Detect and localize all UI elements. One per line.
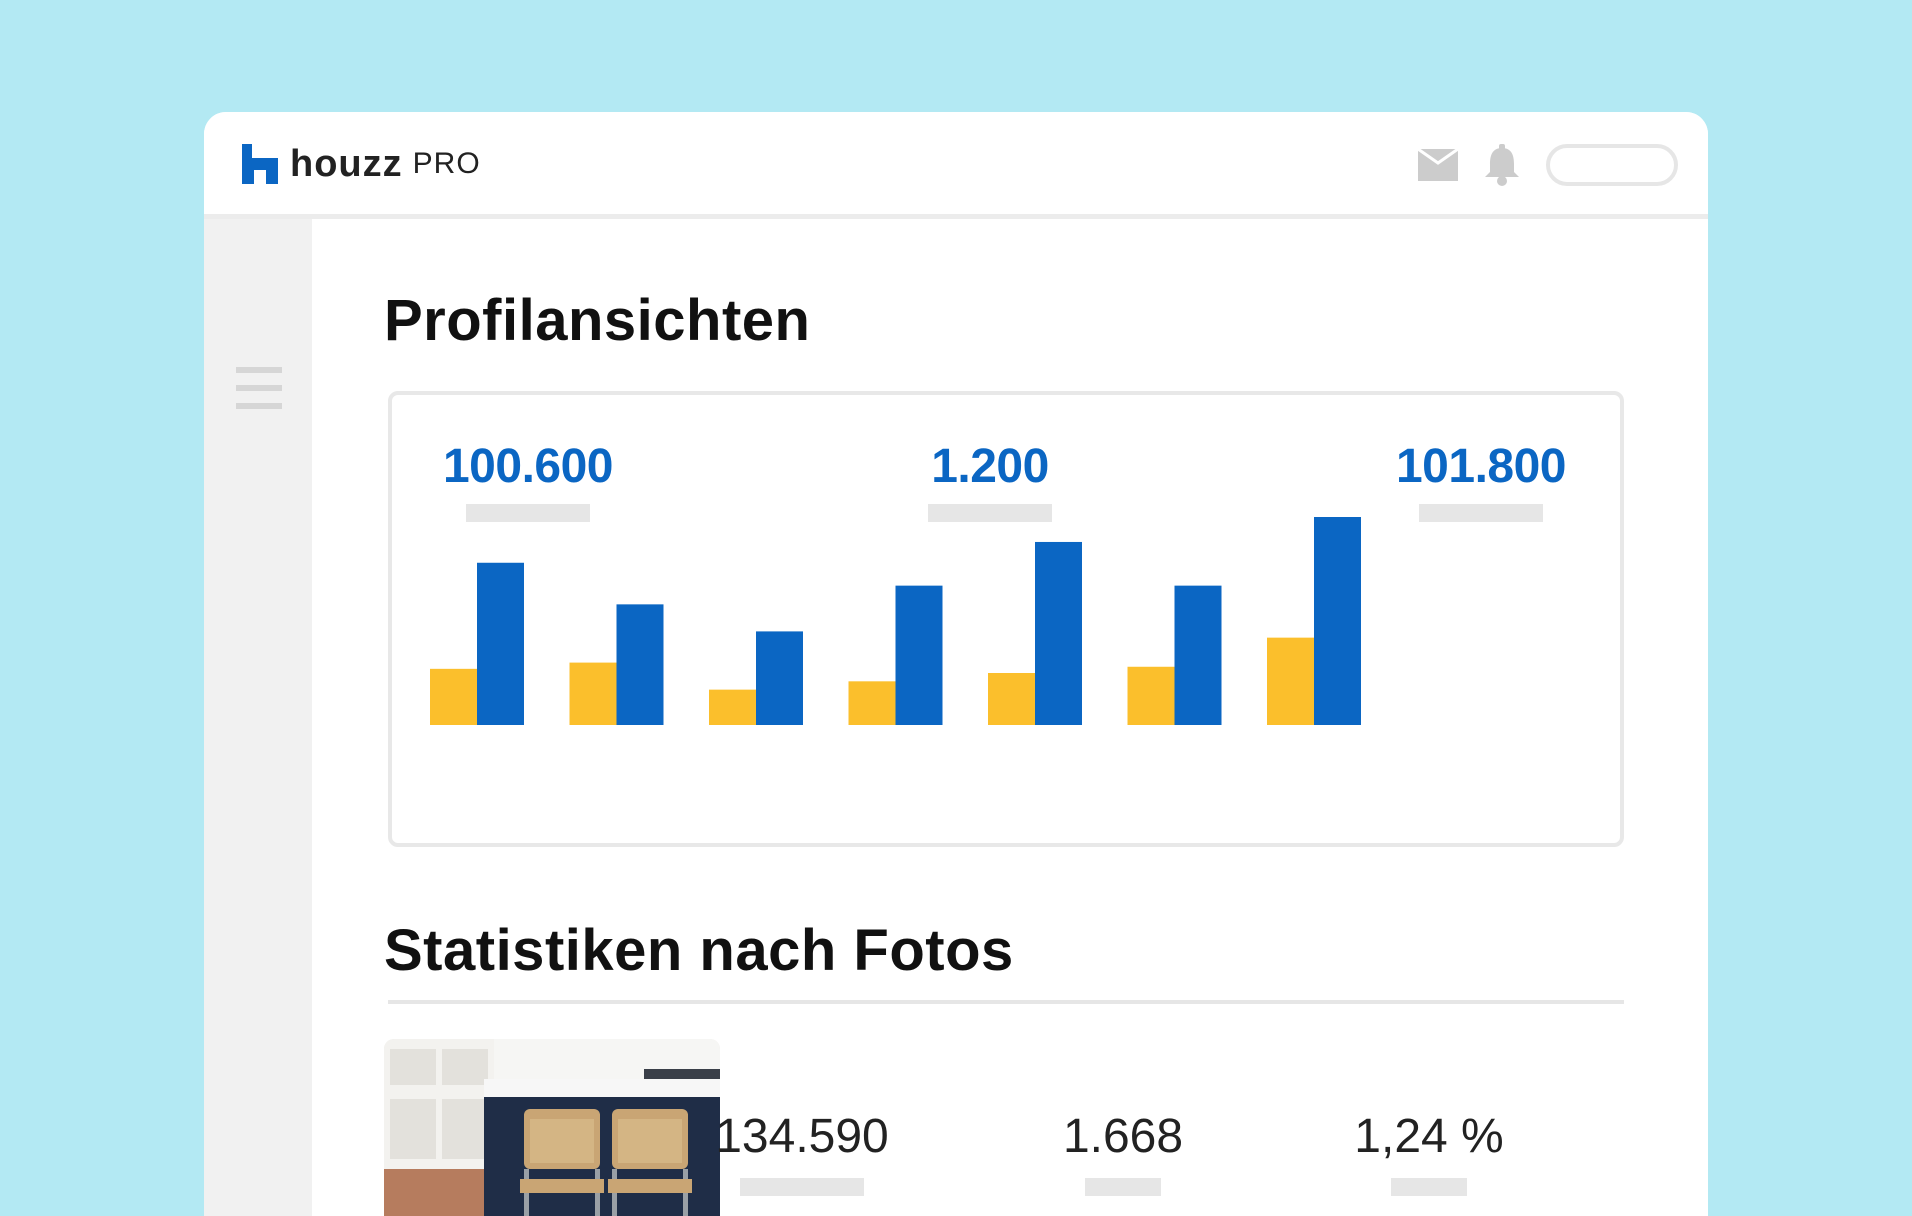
photo-stat-label-placeholder	[740, 1178, 864, 1196]
menu-icon[interactable]	[236, 367, 282, 409]
sidebar	[204, 219, 312, 1216]
bar-group-5-series-1	[988, 673, 1035, 725]
bar-group-2-series-2	[616, 604, 664, 725]
brand-name: houzz	[290, 142, 403, 185]
mail-icon[interactable]	[1418, 149, 1458, 181]
bar-group-4-series-2	[895, 585, 943, 725]
stat-block: 1.200	[920, 439, 1060, 522]
profile-views-title: Profilansichten	[384, 288, 811, 353]
bell-icon[interactable]	[1482, 144, 1522, 186]
bar-group-7-series-1	[1267, 637, 1314, 725]
photo-stat-label-placeholder	[1391, 1178, 1467, 1196]
bar-group-3-series-2	[756, 631, 803, 725]
bar-group-3-series-1	[709, 689, 756, 725]
stat-value: 100.600	[442, 440, 614, 493]
bar-group-7-series-2	[1314, 517, 1361, 725]
bar-group-1-series-1	[430, 668, 477, 725]
profile-views-bar-chart	[430, 517, 1361, 725]
section-divider	[388, 1000, 1624, 1004]
bar-group-1-series-2	[477, 562, 524, 725]
photo-stat-label-placeholder	[1085, 1178, 1161, 1196]
houzz-logo-icon	[242, 144, 278, 184]
brand-suffix: PRO	[412, 147, 481, 180]
account-pill[interactable]	[1546, 144, 1678, 186]
bar-group-2-series-1	[569, 662, 617, 725]
bar-group-4-series-1	[848, 681, 896, 725]
stat-block: 100.600	[436, 439, 620, 522]
photo-stat-value: 1.668	[1062, 1110, 1184, 1163]
stat-label-placeholder	[928, 504, 1052, 522]
main-content: Profilansichten 100.600 1.200 101.800 St…	[312, 219, 1708, 1216]
houzz-pro-logo[interactable]: houzz PRO	[242, 142, 481, 186]
photo-stat: 1.668	[1048, 1109, 1198, 1196]
photo-stat-value: 1,24 %	[1354, 1110, 1504, 1163]
photo-stats-title: Statistiken nach Fotos	[384, 918, 1014, 983]
bar-group-5-series-2	[1035, 541, 1082, 725]
kitchen-photo-thumbnail[interactable]	[384, 1039, 720, 1216]
photo-stat-value: 134.590	[715, 1110, 889, 1163]
app-window: houzz PRO Profilansichten 100	[204, 112, 1708, 1216]
bar-group-6-series-2	[1174, 585, 1222, 725]
kitchen-photo-image	[384, 1039, 720, 1216]
bar-group-6-series-1	[1127, 666, 1175, 725]
stat-label-placeholder	[466, 504, 590, 522]
stat-value: 1.200	[931, 440, 1049, 493]
stat-value: 101.800	[1395, 440, 1567, 493]
profile-views-chart-card: 100.600 1.200 101.800	[388, 391, 1624, 847]
photo-stat: 134.590	[702, 1109, 902, 1196]
stat-label-placeholder	[1419, 504, 1543, 522]
photo-stat: 1,24 %	[1344, 1109, 1514, 1196]
header-actions	[1418, 144, 1678, 186]
top-bar: houzz PRO	[204, 112, 1708, 219]
stat-block: 101.800	[1386, 439, 1576, 522]
